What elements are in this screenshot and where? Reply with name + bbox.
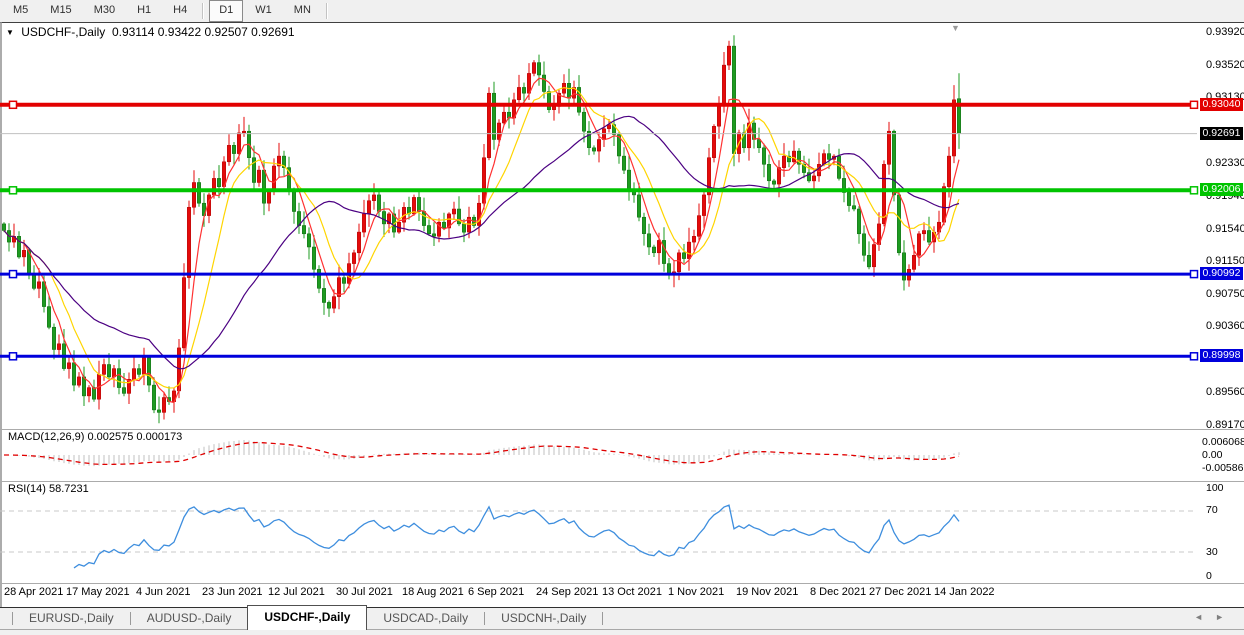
rsi-indicator-label: RSI(14) 58.7231 xyxy=(8,483,89,495)
chart-background xyxy=(0,22,1244,607)
chart-symbol-label: USDCHF-,Daily xyxy=(21,25,106,39)
timeframe-button-w1[interactable]: W1 xyxy=(255,4,272,16)
line-anchor-handle[interactable] xyxy=(8,269,18,279)
price-axis-label: 0.90360 xyxy=(1206,320,1244,332)
timeframe-toolbar: M5 M15 M30 H1 H4 D1 W1 MN xyxy=(0,0,1244,22)
bar-shift-marker-icon[interactable]: ▼ xyxy=(951,23,960,33)
rsi-scale-label: 100 xyxy=(1206,482,1224,494)
rsi-value: 58.7231 xyxy=(48,483,89,495)
line-anchor-handle[interactable] xyxy=(1189,100,1199,110)
tab-scroll-right-icon[interactable]: ► xyxy=(1215,612,1236,622)
date-axis-label: 30 Jul 2021 xyxy=(336,586,393,598)
macd-indicator-label: MACD(12,26,9) 0.002575 0.000173 xyxy=(8,431,182,443)
tab-scroll-left-icon[interactable]: ◄ xyxy=(1194,612,1216,622)
price-axis-label: 0.92330 xyxy=(1206,157,1244,169)
price-axis-label: 0.91150 xyxy=(1206,255,1244,267)
ma-line-5 xyxy=(3,77,960,404)
rsi-scale-label: 0 xyxy=(1206,570,1212,582)
price-badge: 0.93040 xyxy=(1200,98,1243,111)
toolbar-separator xyxy=(325,3,328,19)
tab-separator xyxy=(484,612,486,625)
chart-tab-strip: EURUSD-,Daily AUDUSD-,Daily USDCHF-,Daily U… xyxy=(0,605,1244,630)
chart-tab-eurusd[interactable]: EURUSD-,Daily xyxy=(29,611,114,625)
chart-tab-usdchf[interactable]: USDCHF-,Daily xyxy=(247,605,368,630)
timeframe-button-m30[interactable]: M30 xyxy=(93,4,116,16)
timeframe-button-h4[interactable]: H4 xyxy=(173,4,188,16)
price-badge: 0.92691 xyxy=(1200,127,1243,140)
timeframe-button-mn[interactable]: MN xyxy=(293,4,311,16)
date-axis-label: 28 Apr 2021 xyxy=(4,586,64,598)
chart-tabs: EURUSD-,Daily AUDUSD-,Daily USDCHF-,Daily U… xyxy=(0,605,604,630)
date-axis-label: 1 Nov 2021 xyxy=(668,586,725,598)
line-anchor-handle[interactable] xyxy=(8,352,18,361)
timeframe-button-h1[interactable]: H1 xyxy=(137,4,152,16)
date-axis-label: 18 Aug 2021 xyxy=(402,586,464,598)
line-anchor-handle[interactable] xyxy=(1189,186,1199,195)
toolbar-separator xyxy=(202,3,205,19)
date-axis-label: 23 Jun 2021 xyxy=(202,586,263,598)
date-axis-label: 19 Nov 2021 xyxy=(736,586,799,598)
rsi-name: RSI(14) xyxy=(8,483,46,495)
ma-line-10 xyxy=(3,86,960,389)
rsi-line xyxy=(73,504,960,569)
date-axis-label: 4 Jun 2021 xyxy=(136,586,191,598)
line-anchor-handle[interactable] xyxy=(8,186,18,195)
date-axis-label: 17 May 2021 xyxy=(66,586,130,598)
line-anchor-handle[interactable] xyxy=(1189,269,1199,279)
macd-name: MACD(12,26,9) xyxy=(8,431,85,443)
date-axis-label: 14 Jan 2022 xyxy=(934,586,995,598)
tab-separator xyxy=(602,612,604,625)
chart-title: ▼ USDCHF-,Daily 0.93114 0.93422 0.92507 … xyxy=(6,25,295,39)
price-axis-label: 0.90750 xyxy=(1206,288,1244,300)
price-badge: 0.92006 xyxy=(1200,183,1243,196)
chart-ohlc-values: 0.93114 0.93422 0.92507 0.92691 xyxy=(111,25,295,39)
price-axis-label: 0.89560 xyxy=(1206,386,1244,398)
date-axis-label: 12 Jul 2021 xyxy=(268,586,325,598)
timeframe-button-m15[interactable]: M15 xyxy=(50,4,72,16)
chart-tab-usdcnh[interactable]: USDCNH-,Daily xyxy=(501,611,587,625)
chart-tab-usdcad[interactable]: USDCAD-,Daily xyxy=(383,611,469,625)
macd-values: 0.002575 0.000173 xyxy=(87,431,183,443)
timeframe-button-m5[interactable]: M5 xyxy=(13,4,29,16)
price-axis-label: 0.89170 xyxy=(1206,419,1244,431)
tab-scroll-arrows: ◄► xyxy=(1194,612,1236,622)
chart-tab-audusd[interactable]: AUDUSD-,Daily xyxy=(146,611,232,625)
timeframe-button-d1[interactable]: D1 xyxy=(209,0,244,22)
macd-scale-label: 0.006068 xyxy=(1202,436,1244,448)
date-axis-label: 24 Sep 2021 xyxy=(536,586,599,598)
symbol-dropdown-icon[interactable]: ▼ xyxy=(6,28,14,37)
macd-scale-label: -0.00586 xyxy=(1202,462,1244,474)
price-axis-label: 0.93520 xyxy=(1206,59,1244,71)
date-axis-label: 8 Dec 2021 xyxy=(810,586,867,598)
rsi-scale-label: 70 xyxy=(1206,504,1218,516)
date-axis-label: 6 Sep 2021 xyxy=(468,586,525,598)
price-badge: 0.89998 xyxy=(1200,349,1243,362)
tab-separator xyxy=(129,612,131,625)
date-axis-label: 13 Oct 2021 xyxy=(602,586,662,598)
price-badge: 0.90992 xyxy=(1200,267,1243,280)
price-axis-label: 0.93920 xyxy=(1206,26,1244,38)
candles-layer xyxy=(2,35,961,424)
line-anchor-handle[interactable] xyxy=(1189,352,1199,361)
tab-separator xyxy=(12,612,13,625)
price-axis-label: 0.91540 xyxy=(1206,223,1244,235)
macd-signal-line xyxy=(4,441,960,466)
line-anchor-handle[interactable] xyxy=(8,100,18,110)
macd-scale-label: 0.00 xyxy=(1202,449,1223,461)
date-axis-label: 27 Dec 2021 xyxy=(869,586,932,598)
rsi-scale-label: 30 xyxy=(1206,546,1218,558)
